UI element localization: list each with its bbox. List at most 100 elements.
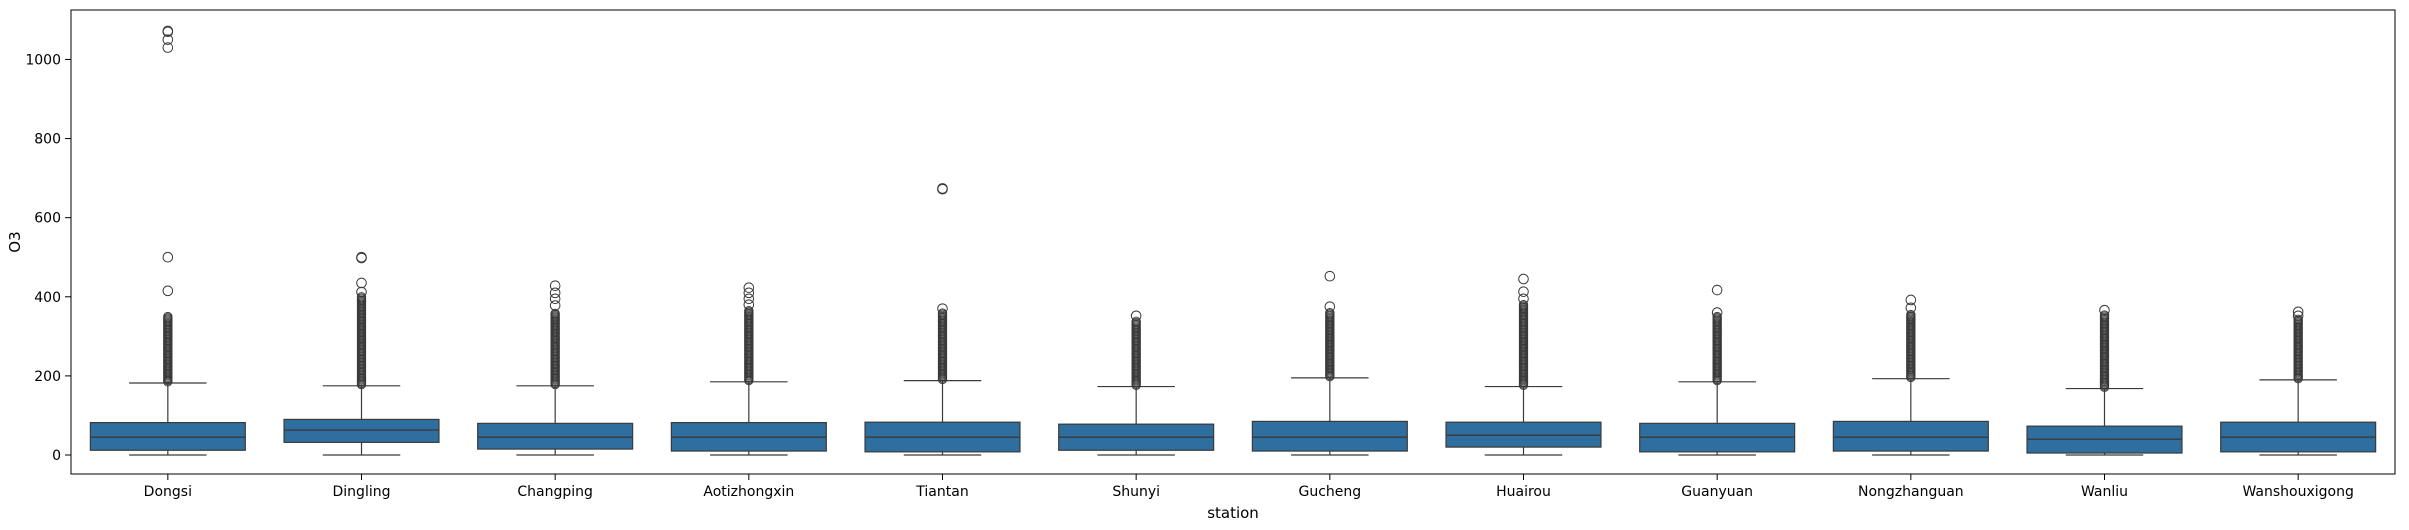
outlier-point: [2292, 306, 2304, 318]
box-gucheng: [1251, 270, 1408, 456]
box-wanshouxigong: [2220, 306, 2377, 456]
outlier-point: [1905, 294, 1917, 306]
x-tick-label: Changping: [517, 484, 593, 500]
outlier-point: [162, 34, 174, 45]
outlier-point: [1518, 293, 1529, 305]
box-changping: [477, 280, 634, 456]
outlier-point: [2099, 304, 2110, 316]
outliers: [2292, 306, 2304, 384]
x-tick-label: Wanshouxigong: [2242, 484, 2353, 500]
x-tick-label: Nongzhanguan: [1858, 484, 1964, 500]
y-axis: 0 200 400 600 800 1000: [25, 52, 71, 464]
y-axis-label: O3: [6, 231, 24, 252]
box-shunyi: [1058, 310, 1215, 456]
outlier-point: [1325, 307, 1335, 318]
x-tick-label: Dongsi: [144, 484, 192, 500]
outliers: [356, 251, 367, 390]
outlier-point: [2292, 310, 2304, 322]
outlier-point: [550, 308, 560, 319]
plot-frame: [70, 9, 2396, 475]
outlier-point: [1518, 273, 1529, 285]
outlier-point: [162, 251, 174, 263]
outlier-point: [937, 308, 948, 318]
outlier-point: [162, 285, 174, 297]
outlier-point: [356, 292, 367, 302]
outlier-point: [163, 311, 173, 322]
y-tick-label: 0: [52, 448, 61, 464]
outliers: [1324, 270, 1336, 382]
y-tick-label: 1000: [25, 52, 61, 68]
outlier-point: [744, 305, 754, 316]
box-nongzhanguan: [1832, 294, 1989, 456]
outlier-point: [549, 293, 561, 305]
box-huairou: [1445, 273, 1602, 456]
outlier-point: [356, 252, 367, 264]
outliers: [1711, 284, 1723, 386]
outlier-point: [1906, 309, 1916, 320]
x-tick-label: Gucheng: [1298, 484, 1361, 500]
x-tick-label: Aotizhongxin: [703, 484, 794, 500]
outliers: [1905, 294, 1917, 383]
outlier-point: [743, 287, 755, 299]
x-tick-label: Wanliu: [2081, 484, 2128, 500]
x-tick-label: Shunyi: [1112, 484, 1160, 500]
box-guanyuan: [1639, 284, 1796, 456]
outlier-point: [549, 300, 561, 311]
outlier-point: [2099, 310, 2110, 320]
outliers: [2099, 304, 2110, 393]
outliers: [743, 282, 755, 386]
x-tick-label: Dingling: [333, 484, 391, 500]
box-tiantan: [864, 183, 1021, 456]
outlier-point: [356, 277, 367, 289]
x-axis-label: station: [1207, 504, 1259, 522]
outlier-point: [1518, 300, 1529, 310]
outlier-point: [1130, 310, 1142, 322]
outlier-point: [1712, 311, 1722, 322]
outlier-point: [743, 299, 755, 310]
x-tick-label: Tiantan: [915, 484, 968, 500]
box-aotizhongxin: [670, 282, 827, 456]
y-tick-label: 800: [34, 132, 61, 148]
box-iqr: [1832, 420, 1989, 452]
boxes-layer: [89, 25, 2377, 456]
box-iqr: [477, 422, 634, 450]
x-tick-label: Guanyuan: [1681, 484, 1753, 500]
outlier-point: [937, 183, 948, 194]
box-iqr: [283, 418, 440, 443]
y-tick-label: 400: [34, 290, 61, 306]
outliers: [549, 280, 561, 390]
outlier-point: [1131, 316, 1141, 326]
outlier-point: [549, 287, 561, 299]
outlier-point: [356, 251, 367, 263]
outlier-point: [162, 42, 174, 53]
box-dingling: [283, 251, 440, 456]
outliers: [1130, 310, 1142, 391]
outlier-point: [1518, 286, 1529, 297]
outlier-point: [1324, 270, 1336, 282]
outlier-point: [356, 286, 367, 298]
x-axis: Dongsi Dingling Changping Aotizhongxin Tiant…: [144, 474, 2354, 500]
y-tick-label: 200: [34, 369, 61, 385]
outlier-point: [162, 25, 174, 37]
box-wanliu: [2026, 304, 2183, 456]
outlier-point: [1711, 307, 1723, 318]
outlier-point: [549, 280, 561, 292]
outlier-point: [743, 293, 755, 305]
box-iqr: [1251, 420, 1408, 452]
outlier-point: [2293, 314, 2303, 324]
outlier-point: [937, 183, 948, 195]
outlier-point: [1324, 301, 1336, 312]
outlier-point: [1711, 284, 1723, 296]
box-dongsi: [89, 25, 246, 456]
outlier-point: [1905, 302, 1917, 314]
y-tick-label: 600: [34, 211, 61, 227]
outliers: [162, 25, 174, 387]
x-tick-label: Huairou: [1496, 484, 1551, 500]
outlier-point: [937, 303, 948, 314]
outlier-point: [743, 282, 755, 293]
outliers: [1518, 273, 1529, 391]
outliers: [937, 183, 948, 385]
box-iqr: [89, 421, 246, 451]
